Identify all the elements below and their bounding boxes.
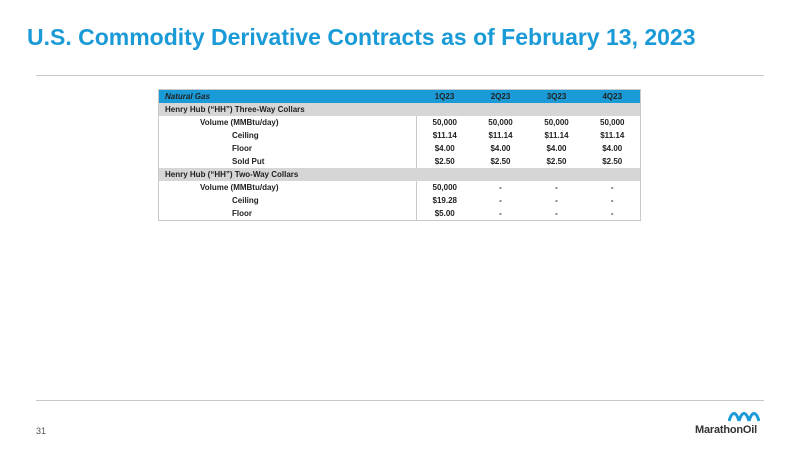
row-label: Ceiling [232, 131, 259, 140]
row-label: Volume (MMBtu/day) [200, 183, 279, 192]
table-row: Sold Put $2.50 $2.50 $2.50 $2.50 [159, 155, 641, 168]
cell-value: $11.14 [488, 131, 513, 140]
cell-value: 50,000 [416, 116, 473, 129]
page-number: 31 [36, 426, 47, 436]
cell-value: - [555, 196, 558, 205]
cell-value: $19.28 [416, 194, 473, 207]
section-title: Henry Hub (“HH”) Three-Way Collars [158, 103, 641, 116]
commodity-header: Natural Gas [158, 89, 417, 103]
row-label: Ceiling [232, 196, 259, 205]
bottom-divider [36, 400, 764, 401]
section-header-row: Henry Hub (“HH”) Two-Way Collars [158, 168, 641, 181]
top-divider [36, 75, 764, 76]
table-row: Ceiling $19.28 - - - [159, 194, 641, 207]
quarter-header: 2Q23 [472, 89, 529, 103]
marathon-oil-logo-icon [728, 412, 760, 422]
cell-value: $2.50 [602, 157, 623, 166]
logo-wordmark: MarathonOil [695, 424, 757, 436]
cell-value: - [499, 183, 502, 192]
cell-value: - [610, 183, 614, 192]
cell-value: $4.00 [490, 144, 511, 153]
cell-value: $2.50 [546, 157, 567, 166]
cell-value: $2.50 [490, 157, 511, 166]
table-row: Volume (MMBtu/day) 50,000 - - - [159, 181, 641, 194]
cell-value: $4.00 [546, 144, 567, 153]
table-header-row: Natural Gas 1Q23 2Q23 3Q23 4Q23 [158, 89, 641, 103]
cell-value: $5.00 [416, 207, 473, 221]
cell-value: 50,000 [600, 118, 625, 127]
cell-value: $4.00 [416, 142, 473, 155]
quarter-header: 4Q23 [584, 89, 641, 103]
slide-title: U.S. Commodity Derivative Contracts as o… [27, 24, 696, 50]
cell-value: $2.50 [416, 155, 473, 168]
cell-value: - [610, 209, 614, 218]
cell-value: 50,000 [544, 118, 569, 127]
cell-value: - [610, 196, 614, 205]
table-row: Floor $5.00 - - - [159, 207, 641, 221]
quarter-header: 3Q23 [528, 89, 585, 103]
row-label: Floor [232, 144, 252, 153]
company-logo: MarathonOil [695, 410, 765, 440]
table-row: Floor $4.00 $4.00 $4.00 $4.00 [159, 142, 641, 155]
cell-value: - [555, 183, 558, 192]
cell-value: $11.14 [600, 131, 625, 140]
cell-value: - [499, 209, 502, 218]
row-label: Volume (MMBtu/day) [200, 118, 279, 127]
row-label: Sold Put [232, 157, 265, 166]
cell-value: $4.00 [602, 144, 623, 153]
quarter-header: 1Q23 [416, 89, 473, 103]
derivative-contracts-table: Natural Gas 1Q23 2Q23 3Q23 4Q23 Henry Hu… [158, 89, 641, 221]
cell-value: 50,000 [488, 118, 513, 127]
section-header-row: Henry Hub (“HH”) Three-Way Collars [158, 103, 641, 116]
cell-value: - [499, 196, 502, 205]
table-row: Volume (MMBtu/day) 50,000 50,000 50,000 … [159, 116, 641, 129]
cell-value: $11.14 [544, 131, 569, 140]
cell-value: $11.14 [416, 129, 473, 142]
section-title: Henry Hub (“HH”) Two-Way Collars [158, 168, 641, 181]
table-row: Ceiling $11.14 $11.14 $11.14 $11.14 [159, 129, 641, 142]
row-label: Floor [232, 209, 252, 218]
cell-value: 50,000 [416, 181, 473, 194]
cell-value: - [555, 209, 558, 218]
